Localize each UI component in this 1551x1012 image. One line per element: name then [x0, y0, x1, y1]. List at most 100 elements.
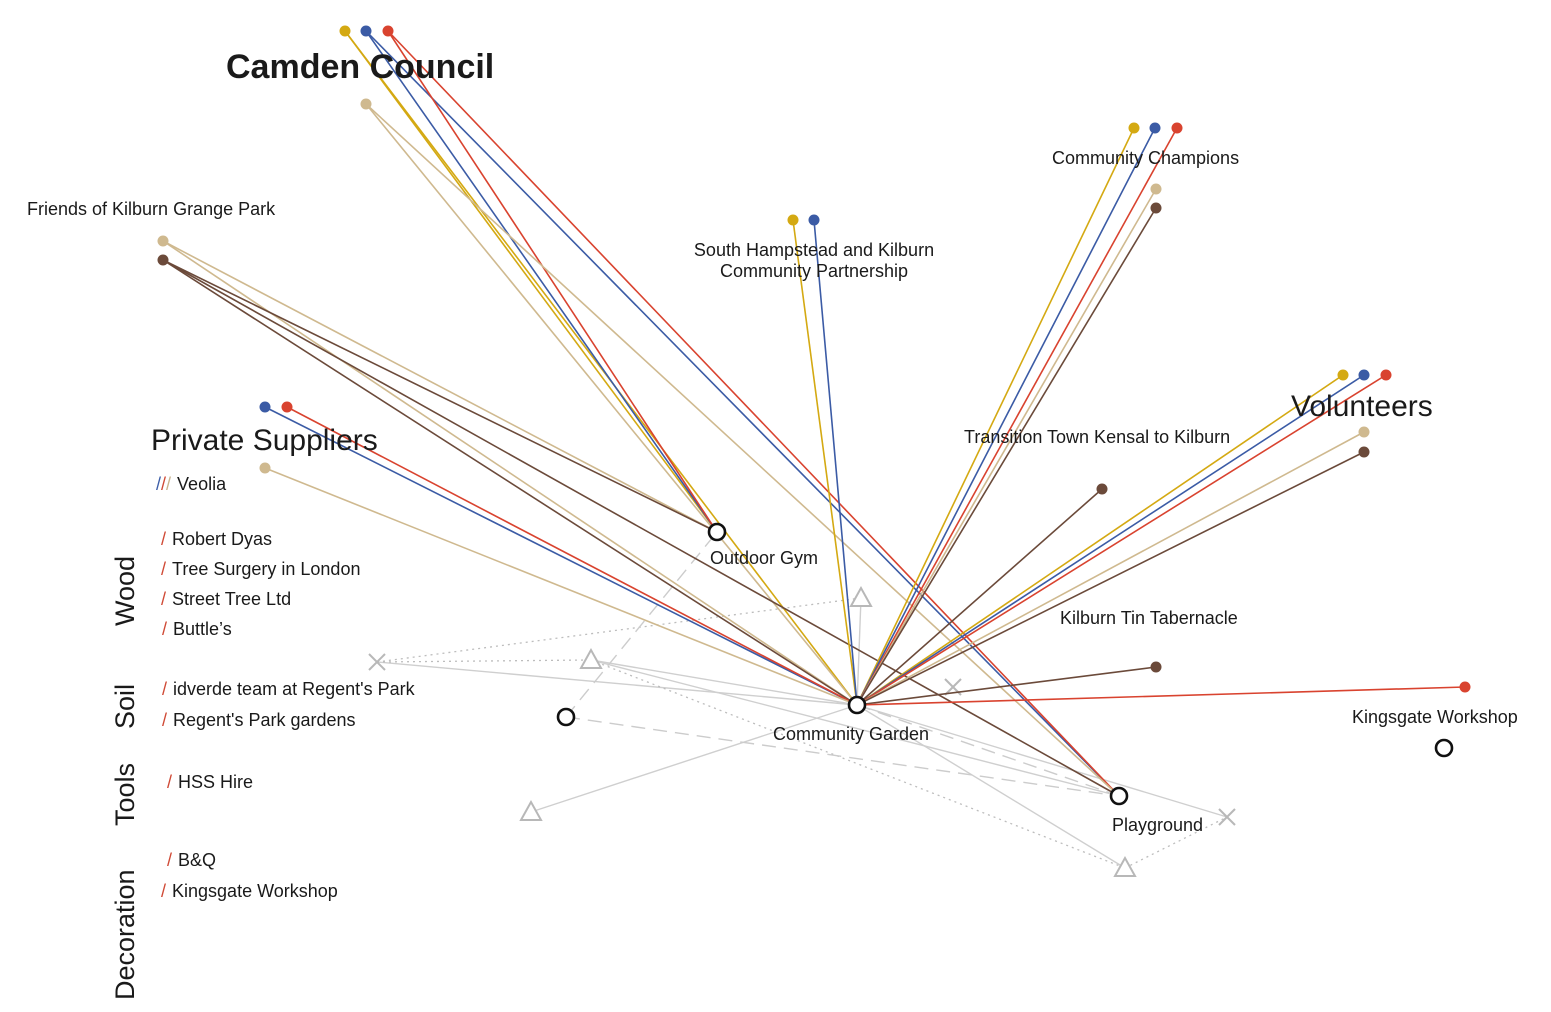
- stakeholder-dot-blue: [360, 25, 372, 37]
- playground-label: Playground: [1112, 815, 1204, 835]
- grey-link-1: [590, 659, 858, 706]
- supplier-wood-1: / Tree Surgery in London: [161, 559, 360, 580]
- supplier-decoration-1: / Kingsgate Workshop: [161, 881, 338, 902]
- stakeholder-dot-blue: [1149, 122, 1161, 134]
- shkcp-label-line1: South Hampstead and Kilburn: [693, 240, 935, 260]
- link-tan-8: [162, 240, 718, 533]
- shkcp-label-line2: Community Partnership: [719, 260, 909, 281]
- community-garden-node: [847, 695, 867, 715]
- stakeholder-dot-brown: [1150, 202, 1162, 214]
- slash-red-icon: /: [167, 850, 173, 870]
- cross-icon-0: [368, 653, 386, 671]
- kingsgate-workshop-node: [1434, 738, 1454, 758]
- supplier-soil-0: / idverde team at Regent's Park: [162, 679, 415, 700]
- community-garden-label: Community Garden: [773, 724, 930, 744]
- slash-red-icon: /: [162, 710, 168, 730]
- link-tan-30: [264, 467, 858, 706]
- stakeholder-dot-tan: [157, 235, 169, 247]
- stakeholder-dot-red: [1171, 122, 1183, 134]
- slash-red-icon: /: [161, 474, 167, 494]
- slash-red-icon: /: [161, 529, 167, 549]
- grey-dotted-link-0: [376, 597, 862, 663]
- friends-of-kilburn-grange-park-label: Friends of Kilburn Grange Park: [27, 199, 276, 219]
- link-brown-12: [162, 259, 1120, 797]
- link-yellow-13: [792, 219, 858, 706]
- triangle-icon-1: [579, 647, 603, 669]
- stakeholder-dot-red: [281, 401, 293, 413]
- private-suppliers-heading: Private Suppliers: [151, 424, 378, 457]
- playground-node: [1109, 786, 1129, 806]
- stakeholder-dot-red: [382, 25, 394, 37]
- stakeholder-dot-blue: [808, 214, 820, 226]
- link-blue-3: [365, 30, 1120, 797]
- link-yellow-0: [344, 30, 718, 533]
- triangle-icon-0: [849, 585, 873, 607]
- cross-stroke: [368, 653, 386, 671]
- link-red-17: [856, 127, 1178, 706]
- supplier-tools-0-label: HSS Hire: [178, 772, 254, 792]
- stakeholder-dot-yellow: [339, 25, 351, 37]
- transition-town-label: Transition Town Kensal to Kilburn: [964, 427, 1231, 447]
- kingsgate-workshop-stakeholder-label: Kingsgate Workshop: [1352, 707, 1518, 727]
- grey-link-2: [530, 704, 858, 813]
- supplier-soil-1-label: Regent's Park gardens: [173, 710, 356, 730]
- grey-dashed-link-1: [565, 531, 718, 718]
- grey-link-4: [856, 704, 1228, 818]
- supplier-wood-3-label: Buttle’s: [173, 619, 232, 639]
- link-tan-18: [856, 188, 1157, 706]
- supplier-soil-1: / Regent's Park gardens: [162, 710, 356, 731]
- stakeholder-dot-brown: [1096, 483, 1108, 495]
- camden-council-heading: Camden Council: [226, 48, 495, 86]
- category-wood: Wood: [110, 555, 140, 626]
- slash-red-icon: /: [161, 559, 167, 579]
- stakeholder-dots: [157, 25, 1471, 693]
- cross-stroke: [944, 678, 962, 696]
- supplier-decoration-0: / B&Q: [167, 850, 216, 871]
- link-brown-24: [856, 451, 1365, 706]
- outdoor-gym-node: [707, 522, 727, 542]
- link-blue-28: [264, 406, 858, 706]
- link-red-27: [856, 686, 1466, 706]
- grey-dotted-link-1: [376, 659, 592, 663]
- stakeholder-dot-tan: [259, 462, 271, 474]
- slash-red-icon: /: [162, 619, 168, 639]
- category-decoration: Decoration: [110, 869, 140, 1000]
- link-blue-21: [856, 374, 1365, 706]
- link-brown-26: [856, 666, 1157, 706]
- cross-icon-2: [1218, 808, 1236, 826]
- supplier-decoration-1-label: Kingsgate Workshop: [172, 881, 338, 901]
- link-blue-16: [856, 127, 1156, 706]
- stakeholder-dot-yellow: [1128, 122, 1140, 134]
- link-tan-9: [162, 240, 858, 706]
- stakeholder-dot-yellow: [1337, 369, 1349, 381]
- slash-blue-icon: /: [156, 474, 162, 494]
- stakeholder-dot-red: [1459, 681, 1471, 693]
- community-champions-label: Community Champions: [1052, 148, 1240, 168]
- slash-red-icon: /: [161, 881, 167, 901]
- link-blue-14: [813, 219, 858, 706]
- stakeholder-links: [162, 30, 1466, 797]
- supplier-wood-0-label: Robert Dyas: [172, 529, 273, 549]
- slash-red-icon: /: [161, 589, 167, 609]
- outdoor-gym-label: Outdoor Gym: [710, 548, 819, 568]
- supplier-wood-1-label: Tree Surgery in London: [172, 559, 361, 579]
- stakeholder-dot-yellow: [787, 214, 799, 226]
- link-yellow-20: [856, 374, 1344, 706]
- link-red-4: [387, 30, 718, 533]
- supplier-wood-2: / Street Tree Ltd: [161, 589, 291, 610]
- supplier-tools-0: / HSS Hire: [167, 772, 253, 793]
- volunteers-heading: Volunteers: [1291, 390, 1433, 423]
- kilburn-tin-tabernacle-label: Kilburn Tin Tabernacle: [1060, 608, 1238, 628]
- stakeholder-dot-blue: [259, 401, 271, 413]
- supplier-decoration-0-label: B&Q: [178, 850, 217, 870]
- place-nodes: [556, 522, 1454, 806]
- supplier-veolia: ///Veolia: [156, 474, 226, 495]
- supplier-wood-3: / Buttle’s: [162, 619, 232, 640]
- stakeholder-dot-red: [1380, 369, 1392, 381]
- supplier-wood-0: / Robert Dyas: [161, 529, 272, 550]
- link-blue-2: [365, 30, 718, 533]
- link-brown-25: [856, 488, 1103, 706]
- link-yellow-1: [344, 30, 858, 706]
- grey-link-6: [590, 659, 1120, 797]
